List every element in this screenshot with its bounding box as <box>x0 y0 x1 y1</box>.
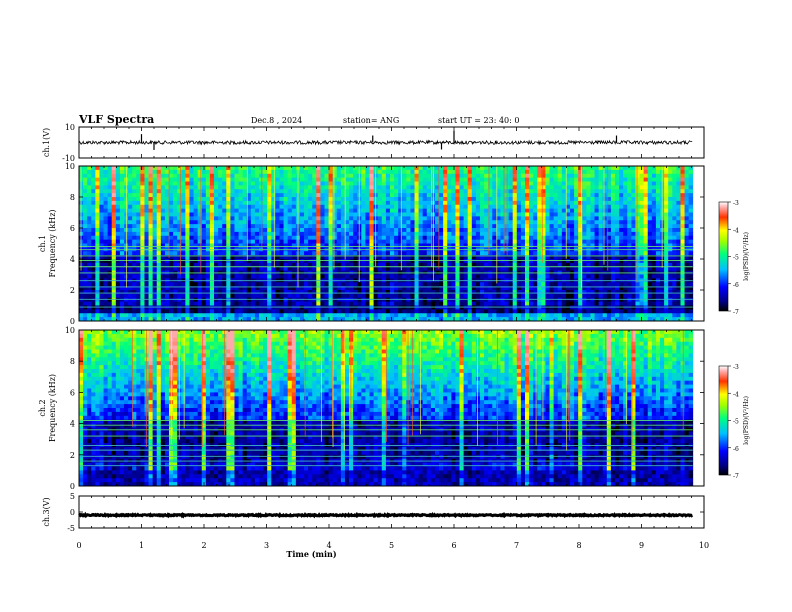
ch1-waveform-panel: 10 -10 ch.1(V) <box>42 123 705 163</box>
x-tick-label: 9 <box>639 541 644 550</box>
y-tick-label: 10 <box>65 326 75 335</box>
colorbar-label: log(PSD)(V²/Hz) <box>743 232 750 281</box>
colorbar-tick-label: -3 <box>733 200 739 207</box>
y-tick-label: 0 <box>70 508 75 517</box>
colorbar-tick-label: -7 <box>733 473 739 480</box>
ch1-spectrogram-panel: 0 2 4 6 8 10 ch.1 Frequency (kHz) <box>38 162 705 326</box>
y-tick-label: 2 <box>70 451 75 460</box>
x-tick-label: 5 <box>389 541 394 550</box>
x-tick-label: 10 <box>699 541 709 550</box>
x-axis-label: Time (min) <box>286 549 336 559</box>
spectrogram-cells <box>79 166 694 322</box>
y-tick-label: 10 <box>65 123 75 132</box>
y-axis-label: ch.1 <box>38 235 47 252</box>
x-tick-label: 0 <box>76 541 81 550</box>
y-tick-label: 4 <box>70 255 75 264</box>
ch2-spectrogram-panel: 0 2 4 6 8 10 ch.2 Frequency (kHz) <box>38 326 705 491</box>
y-tick-label: 8 <box>70 357 75 366</box>
ch2-colorbar: -3 -4 -5 -6 -7 log(PSD)(V²/Hz) <box>718 364 750 480</box>
x-tick-label: 2 <box>201 541 206 550</box>
y-axis-label: Frequency (kHz) <box>48 209 57 277</box>
y-tick-label: -5 <box>67 524 75 533</box>
y-axis-label: Frequency (kHz) <box>48 374 57 442</box>
colorbar-tick-label: -5 <box>733 419 739 426</box>
colorbar-gradient <box>718 201 729 312</box>
start-time-label: start UT = 23: 40: 0 <box>438 116 519 125</box>
colorbar-tick-label: -7 <box>733 309 739 316</box>
colorbar-tick-label: -4 <box>733 227 739 234</box>
x-tick-label: 8 <box>576 541 581 550</box>
x-tick-label: 6 <box>451 541 456 550</box>
x-tick-label: 3 <box>264 541 269 550</box>
y-tick-label: 6 <box>70 224 75 233</box>
y-tick-label: 0 <box>70 482 75 491</box>
waveform-trace <box>78 511 694 519</box>
y-tick-label: 10 <box>65 162 75 171</box>
y-tick-label: 2 <box>70 286 75 295</box>
figure-title: VLF Spectra <box>78 113 154 126</box>
y-tick-label: 8 <box>70 193 75 202</box>
y-axis-label: ch.3(V) <box>42 497 51 526</box>
colorbar-tick-label: -6 <box>733 446 739 453</box>
station-label: station= ANG <box>343 116 399 125</box>
waveform-trace <box>78 139 693 146</box>
colorbar-tick-label: -5 <box>733 255 739 262</box>
y-tick-label: 0 <box>70 317 75 326</box>
colorbar-gradient <box>718 365 729 476</box>
colorbar-tick-label: -4 <box>733 391 739 398</box>
ch1-colorbar: -3 -4 -5 -6 -7 log(PSD)(V²/Hz) <box>718 200 750 316</box>
y-axis-label: ch.1(V) <box>42 128 51 157</box>
panel-frame <box>78 495 705 529</box>
colorbar-label: log(PSD)(V²/Hz) <box>743 396 750 445</box>
colorbar-tick-label: -6 <box>733 282 739 289</box>
x-tick-label: 1 <box>139 541 144 550</box>
y-tick-label: 5 <box>70 492 75 501</box>
y-tick-label: 4 <box>70 420 75 429</box>
y-tick-label: -10 <box>62 154 75 163</box>
y-axis-label: ch.2 <box>38 399 47 416</box>
date-label: Dec.8 , 2024 <box>251 116 302 125</box>
spectrogram-cells <box>79 330 694 487</box>
x-tick-label: 4 <box>326 541 331 550</box>
y-tick-label: 6 <box>70 388 75 397</box>
colorbar-tick-label: -3 <box>733 364 739 371</box>
x-tick-label: 7 <box>514 541 519 550</box>
